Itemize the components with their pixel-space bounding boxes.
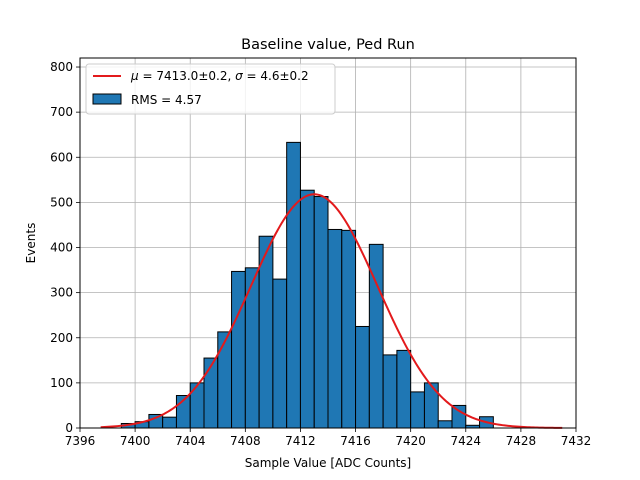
legend-fit-end: = 4.6±0.2	[243, 69, 309, 83]
gaussian-fit-curve	[100, 193, 563, 429]
x-tick-label: 7408	[230, 434, 261, 448]
histogram-bar	[286, 141, 301, 429]
plot-frame	[79, 57, 577, 429]
histogram-bar	[327, 228, 343, 429]
histogram-bar	[341, 229, 357, 429]
y-tick-label: 800	[50, 60, 73, 74]
y-tick-label: 300	[50, 286, 73, 300]
y-tick-label: 500	[50, 195, 73, 209]
legend-box	[85, 63, 336, 115]
y-tick-label: 700	[50, 105, 73, 119]
histogram-bar	[437, 420, 453, 429]
y-tick-label: 100	[50, 376, 73, 390]
histogram-bars	[120, 141, 494, 429]
legend-fit-sigma: σ	[235, 69, 243, 83]
x-axis-label: Sample Value [ADC Counts]	[245, 456, 411, 470]
legend-fit-label: μ = 7413.0±0.2, σ = 4.6±0.2	[130, 69, 309, 83]
y-tick-label: 600	[50, 150, 73, 164]
y-tick-label: 400	[50, 241, 73, 255]
y-axis-label: Events	[24, 223, 38, 264]
x-tick-label: 7404	[175, 434, 206, 448]
legend-fit-mu: μ	[130, 69, 139, 83]
legend-hist-swatch	[92, 93, 122, 105]
x-axis-ticks: 7396 7400 7404 7408 7412 7416 7420 7424 7428 7432	[65, 428, 592, 448]
histogram-bar	[410, 391, 425, 429]
histogram-bar	[355, 325, 370, 429]
histogram-bar	[231, 270, 246, 429]
x-tick-label: 7396	[65, 434, 96, 448]
histogram-bar	[272, 278, 288, 429]
histogram-bar	[313, 196, 329, 429]
y-tick-label: 200	[50, 331, 73, 345]
legend-fit-mid: = 7413.0±0.2,	[139, 69, 235, 83]
histogram-bar	[396, 349, 412, 429]
x-tick-label: 7424	[451, 434, 482, 448]
legend-hist-label: RMS = 4.57	[131, 93, 202, 107]
legend: μ = 7413.0±0.2, σ = 4.6±0.2 RMS = 4.57	[85, 63, 336, 115]
fit-line	[100, 193, 563, 429]
histogram-bar	[382, 354, 398, 429]
x-tick-label: 7420	[395, 434, 426, 448]
x-tick-label: 7400	[120, 434, 151, 448]
chart-title: Baseline value, Ped Run	[241, 37, 415, 53]
y-tick-label: 0	[65, 421, 73, 435]
y-axis-ticks: 0 100 200 300 400 500 600 700 800	[50, 60, 80, 435]
histogram-bar	[451, 404, 467, 429]
x-tick-label: 7416	[340, 434, 371, 448]
histogram-bar	[162, 416, 177, 429]
histogram-bar	[203, 357, 219, 429]
histogram-bar	[217, 331, 233, 429]
histogram-bar	[423, 382, 439, 429]
histogram-bar	[299, 189, 315, 429]
histogram-bar	[189, 382, 205, 429]
x-tick-label: 7428	[506, 434, 537, 448]
x-tick-label: 7412	[285, 434, 316, 448]
x-tick-label: 7432	[561, 434, 592, 448]
